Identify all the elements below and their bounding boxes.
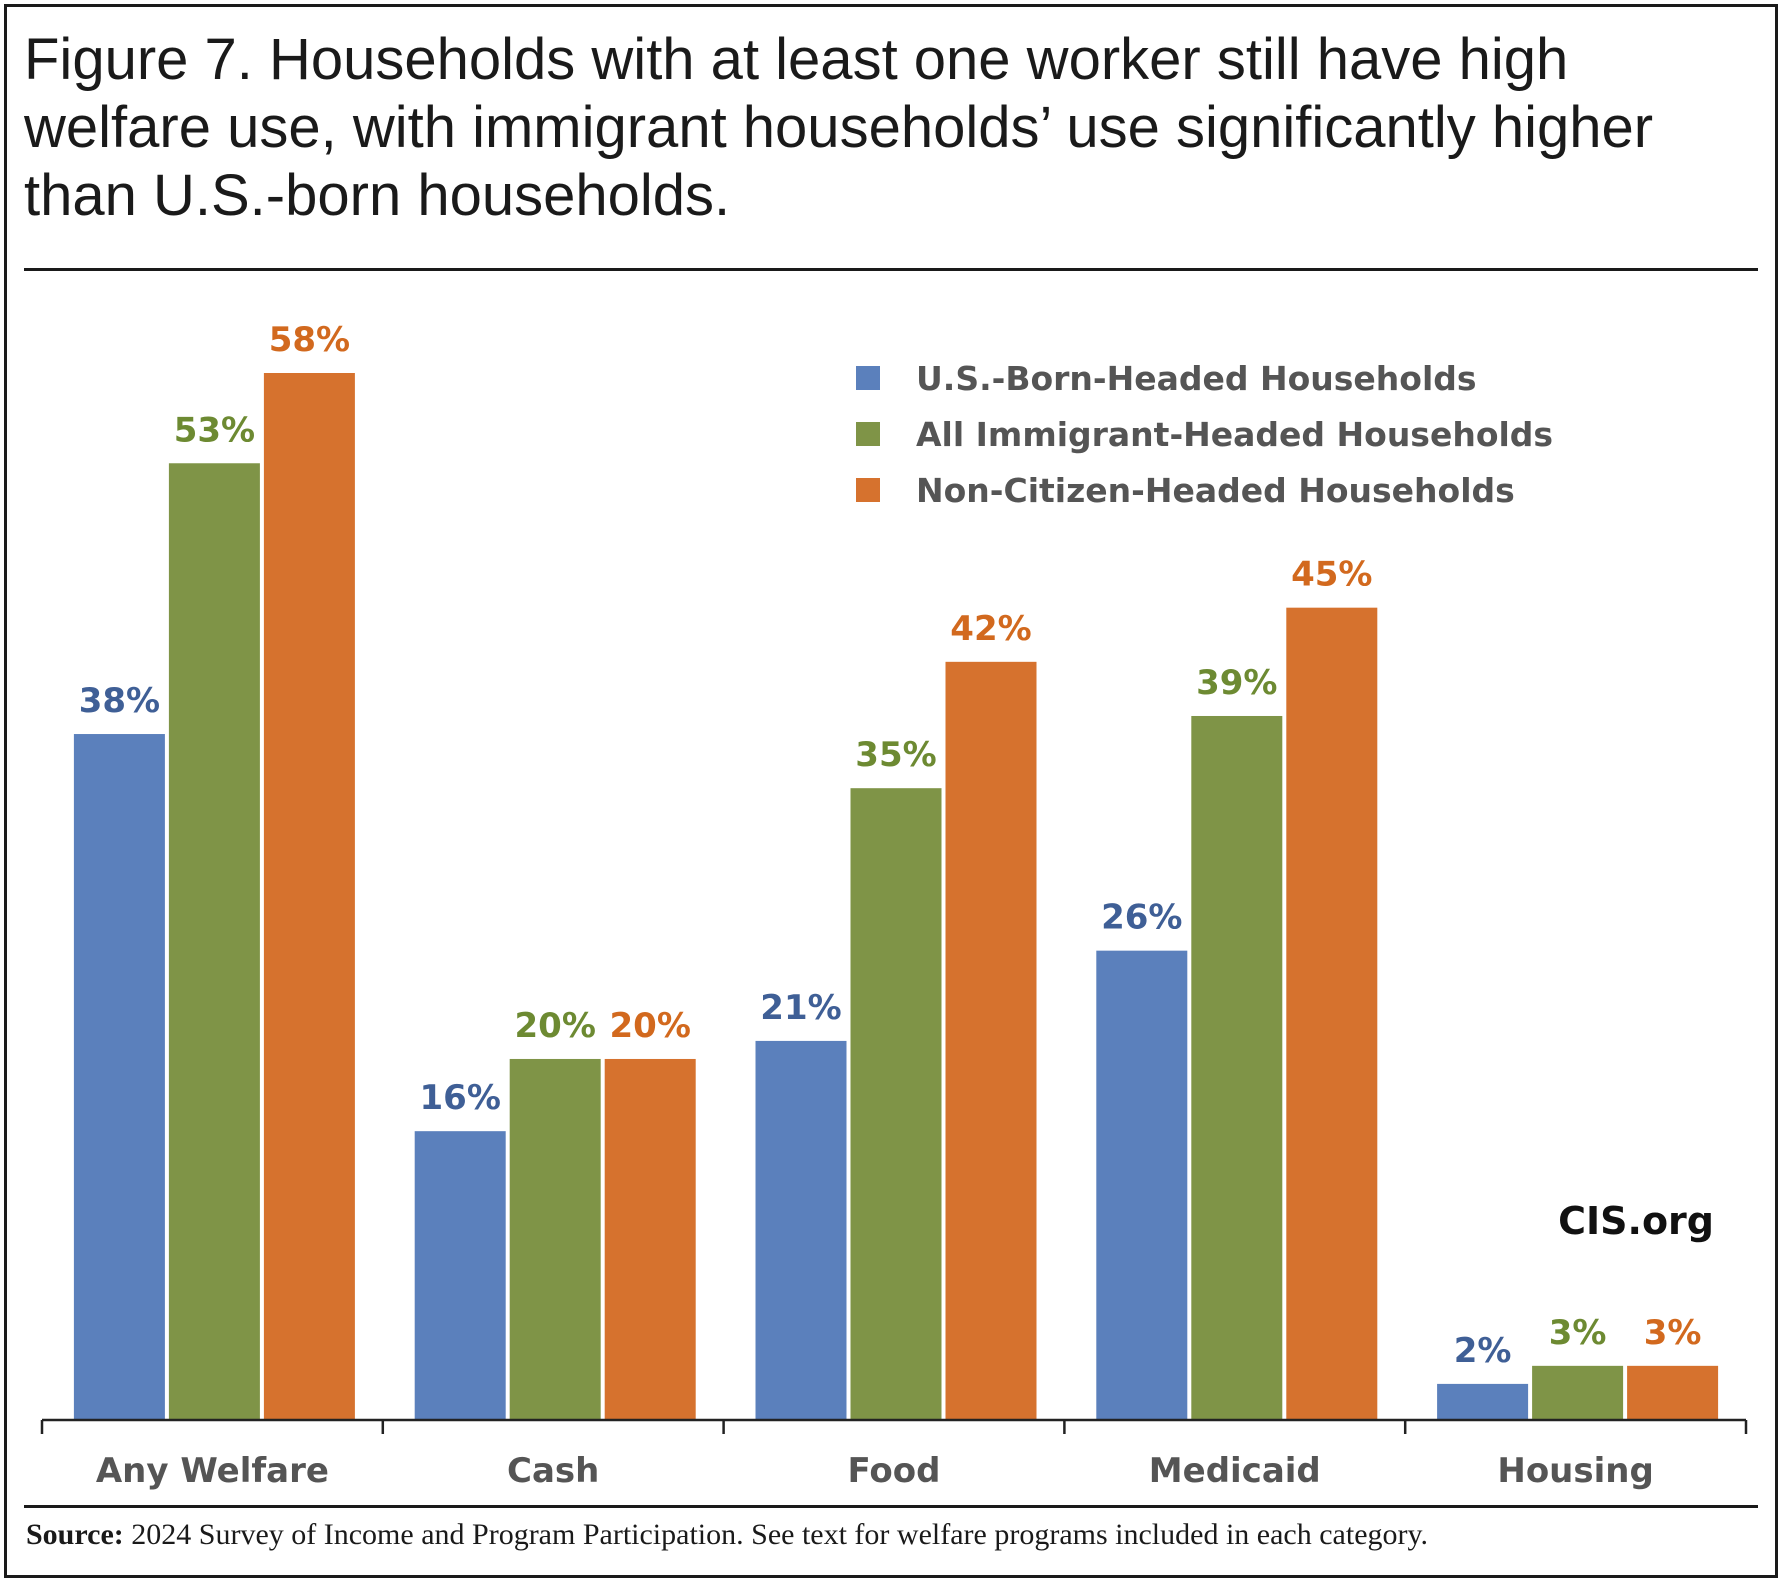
bar-housing-series-3: [1627, 1365, 1719, 1420]
value-label: 21%: [760, 988, 841, 1028]
value-label: 38%: [79, 681, 160, 721]
value-label: 39%: [1196, 663, 1277, 703]
bar-medicaid-series-1: [1096, 950, 1188, 1420]
value-label: 20%: [515, 1006, 596, 1046]
value-label: 53%: [174, 410, 255, 450]
source-label: Source:: [26, 1518, 124, 1551]
bar-medicaid-series-3: [1286, 607, 1378, 1420]
bar-cash-series-2: [509, 1058, 601, 1420]
bar-any-welfare-series-1: [73, 734, 165, 1420]
bar-housing-series-1: [1437, 1383, 1529, 1420]
value-labels-layer: 38% 53% 58% 16% 20% 20% 21% 35% 42% 26% 39% 45% 2% 3%…: [79, 320, 1702, 1371]
value-label: 58%: [269, 320, 350, 360]
bar-chart: 38% 53% 58% 16% 20% 20% 21% 35% 42% 26% 39% 45% 2% 3%…: [40, 320, 1748, 1491]
bar-cash-series-1: [414, 1131, 506, 1420]
legend-swatch: [856, 422, 880, 446]
bar-any-welfare-series-3: [263, 373, 355, 1420]
category-labels-layer: Any Welfare Cash Food Medicaid Housing: [96, 1451, 1654, 1491]
legend-label: U.S.-Born-Headed Households: [916, 359, 1477, 398]
value-label: 26%: [1101, 898, 1182, 938]
source-text: 2024 Survey of Income and Program Partic…: [123, 1518, 1429, 1551]
category-label: Food: [848, 1451, 941, 1491]
bar-cash-series-3: [604, 1058, 696, 1420]
legend-swatch: [856, 366, 880, 390]
source-note: Source: 2024 Survey of Income and Progra…: [26, 1518, 1766, 1552]
figure-title: Figure 7. Households with at least one w…: [24, 27, 1654, 228]
value-label: 20%: [610, 1006, 691, 1046]
value-label: 42%: [950, 609, 1031, 649]
value-label: 16%: [420, 1078, 501, 1118]
bar-food-series-2: [850, 788, 942, 1420]
legend: U.S.-Born-Headed Households All Immigrant…: [856, 359, 1553, 510]
legend-label: Non-Citizen-Headed Households: [916, 471, 1515, 510]
bar-medicaid-series-2: [1191, 715, 1283, 1420]
category-label: Medicaid: [1149, 1451, 1321, 1491]
x-axis: [40, 1418, 1748, 1434]
legend-label: All Immigrant-Headed Households: [916, 415, 1553, 454]
value-label: 35%: [855, 735, 936, 775]
watermark: CIS.org: [1558, 1199, 1714, 1243]
bar-housing-series-2: [1532, 1365, 1624, 1420]
bar-any-welfare-series-2: [168, 463, 260, 1420]
value-label: 3%: [1549, 1313, 1607, 1353]
bar-food-series-3: [945, 661, 1037, 1420]
legend-swatch: [856, 478, 880, 502]
value-label: 2%: [1454, 1331, 1512, 1371]
category-label: Housing: [1497, 1451, 1653, 1491]
category-label: Cash: [507, 1451, 599, 1491]
value-label: 3%: [1644, 1313, 1702, 1353]
bar-food-series-1: [755, 1040, 847, 1420]
source-divider: [24, 1505, 1758, 1508]
category-label: Any Welfare: [96, 1451, 329, 1491]
value-label: 45%: [1291, 555, 1372, 595]
bars-layer: [73, 373, 1719, 1420]
title-divider: [24, 268, 1758, 271]
